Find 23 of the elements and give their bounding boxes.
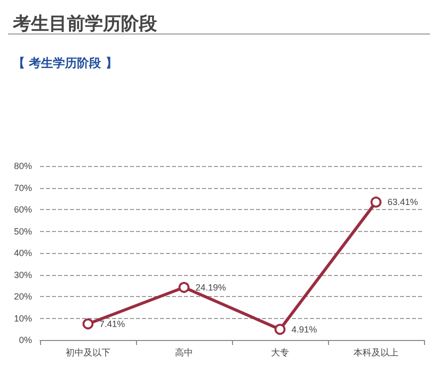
y-tick-label: 30% [14, 270, 32, 280]
point [370, 196, 382, 208]
chart-subtitle: 【 考生学历阶段 】 [13, 56, 118, 70]
data-label: 7.41% [100, 318, 126, 329]
x-tick-label: 初中及以下 [66, 348, 110, 358]
chart-title: 考生目前学历阶段 [12, 14, 158, 34]
point [274, 324, 286, 335]
y-tick-label: 10% [14, 313, 32, 324]
x-tick-label: 高中 [175, 348, 193, 358]
y-tick-label: 70% [14, 182, 32, 193]
x-tick-label: 大专 [271, 348, 289, 358]
y-tick-label: 20% [14, 292, 32, 302]
data-label: 4.91% [292, 324, 318, 334]
point [82, 318, 94, 330]
y-tick-label: 0% [18, 335, 32, 345]
data-label: 24.19% [196, 282, 226, 292]
y-tick-label: 80% [14, 161, 32, 171]
y-tick-label: 40% [14, 248, 32, 258]
y-tick-label: 60% [14, 204, 32, 214]
point [178, 282, 190, 293]
data-label: 63.41% [388, 197, 418, 208]
y-tick-label: 50% [14, 226, 32, 236]
x-tick-label: 本科及以上 [354, 348, 398, 358]
